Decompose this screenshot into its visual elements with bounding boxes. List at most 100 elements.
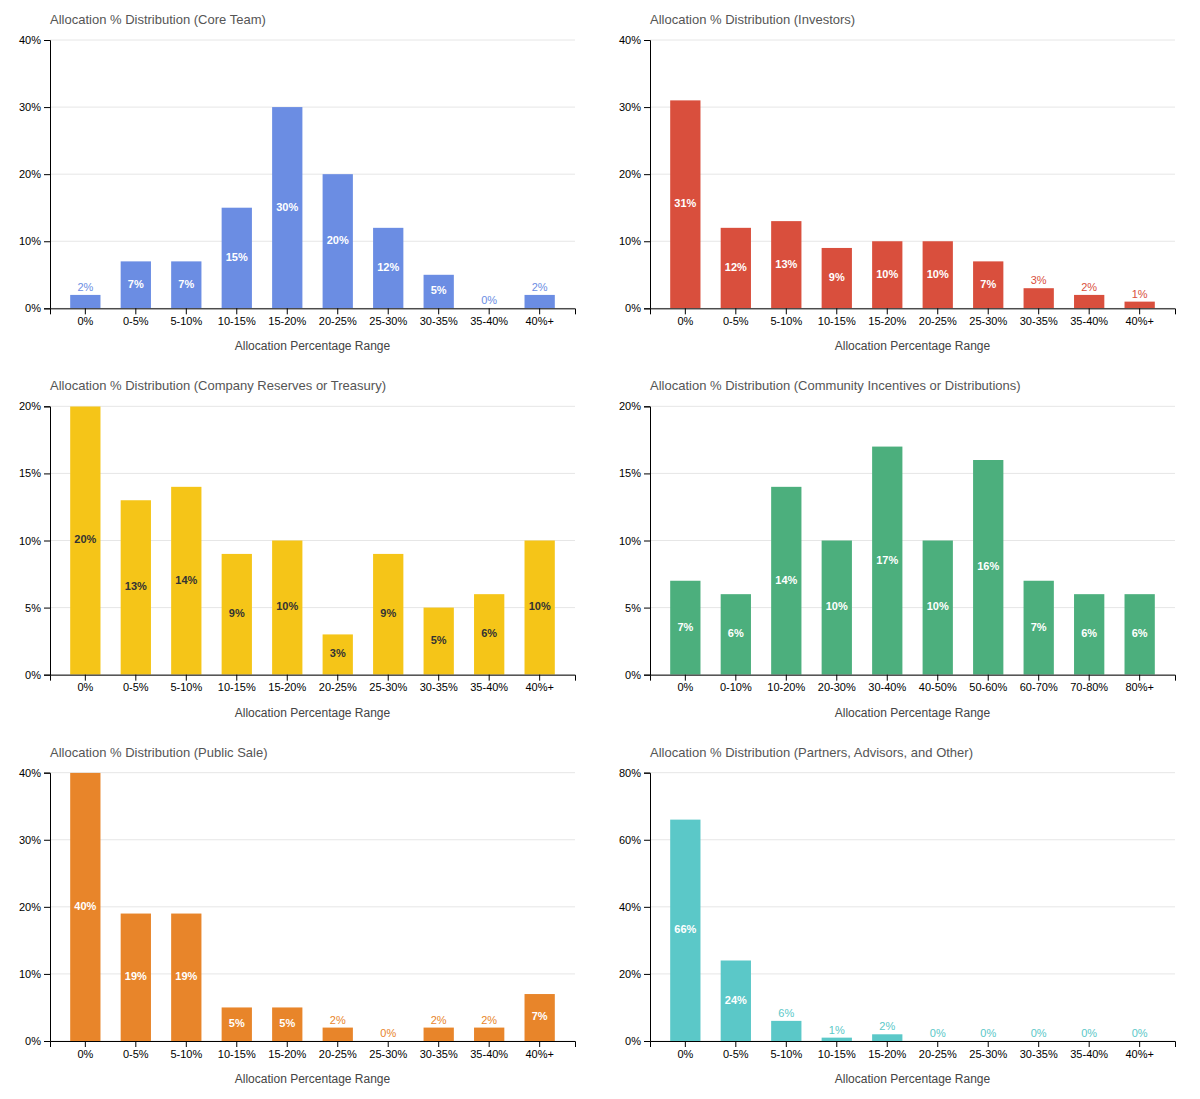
bar	[70, 773, 100, 1041]
x-tick-label: 50-60%	[969, 681, 1007, 693]
x-tick-mark	[988, 1041, 989, 1047]
bar	[272, 541, 302, 675]
x-tick-label: 0-10%	[720, 681, 752, 693]
bars	[670, 820, 902, 1041]
bar	[373, 228, 403, 308]
x-tick: 5-10%	[170, 1041, 202, 1060]
x-tick-label: 35-40%	[1070, 1048, 1108, 1060]
x-tick-label: 5-10%	[170, 1048, 202, 1060]
x-tick: 10-15%	[218, 308, 256, 327]
y-tick-mark	[644, 406, 650, 407]
x-tick: 5-10%	[770, 1041, 802, 1060]
bar	[222, 208, 252, 309]
y-tick-mark	[644, 308, 650, 309]
y-tick-label: 80%	[619, 767, 641, 779]
x-tick-label: 25-30%	[969, 1048, 1007, 1060]
y-tick: 20%	[619, 968, 650, 980]
data-label: 5%	[229, 1017, 245, 1029]
x-tick-mark	[438, 675, 439, 681]
y-tick: 15%	[19, 467, 50, 479]
data-label: 20%	[74, 533, 96, 545]
data-label: 6%	[728, 627, 744, 639]
x-axis-line	[51, 1042, 576, 1048]
x-tick-label: 30-35%	[1020, 315, 1058, 327]
y-axis: 0%10%20%30%40%	[19, 767, 51, 1047]
data-label: 1%	[829, 1024, 845, 1036]
data-label: 2%	[879, 1020, 895, 1032]
data-label: 6%	[1081, 627, 1097, 639]
x-tick: 0-5%	[123, 1041, 149, 1060]
bar	[323, 634, 353, 674]
x-tick: 15-20%	[868, 308, 906, 327]
x-tick: 15-20%	[268, 1041, 306, 1060]
bar	[1125, 594, 1155, 674]
y-axis-line	[644, 41, 651, 309]
x-tick-mark	[287, 308, 288, 314]
x-tick: 40%+	[525, 675, 553, 694]
y-tick: 30%	[19, 101, 50, 113]
y-axis-line	[44, 773, 51, 1041]
y-tick-mark	[644, 107, 650, 108]
x-tick-mark	[388, 675, 389, 681]
y-axis-line	[644, 773, 651, 1041]
y-tick-label: 30%	[19, 834, 41, 846]
x-tick-mark	[337, 308, 338, 314]
x-tick-mark	[1089, 308, 1090, 314]
x-tick-mark	[1089, 675, 1090, 681]
x-tick-mark	[236, 308, 237, 314]
bar	[1074, 1041, 1104, 1042]
y-tick-label: 0%	[25, 302, 41, 314]
x-tick-mark	[539, 1041, 540, 1047]
x-tick: 15-20%	[868, 1041, 906, 1060]
chart-title: Allocation % Distribution (Public Sale)	[50, 745, 267, 760]
y-tick-label: 10%	[19, 235, 41, 247]
chart-title: Allocation % Distribution (Investors)	[650, 12, 855, 27]
x-tick-label: 25-30%	[369, 315, 407, 327]
grid	[50, 40, 575, 308]
x-tick-label: 40%+	[525, 1048, 553, 1060]
y-tick-mark	[44, 174, 50, 175]
y-tick-mark	[644, 675, 650, 676]
data-label: 13%	[775, 258, 797, 270]
data-labels: 40%19%19%5%5%2%0%2%2%7%	[74, 900, 548, 1039]
x-tick-mark	[735, 1041, 736, 1047]
bar	[323, 174, 353, 308]
x-tick: 70-80%	[1070, 675, 1108, 694]
x-tick-mark	[438, 1041, 439, 1047]
x-tick-mark	[186, 1041, 187, 1047]
x-tick: 40%+	[1125, 1041, 1153, 1060]
bar	[474, 1028, 504, 1041]
bars	[70, 773, 555, 1041]
x-tick-label: 30-35%	[1020, 1048, 1058, 1060]
x-tick-label: 0-5%	[723, 1048, 749, 1060]
y-tick: 80%	[619, 767, 650, 779]
x-tick-label: 5-10%	[170, 315, 202, 327]
data-label: 3%	[1031, 274, 1047, 286]
data-label: 19%	[175, 970, 197, 982]
grid-line	[650, 40, 1175, 41]
x-axis-line	[51, 675, 576, 681]
bar	[323, 1028, 353, 1041]
bar	[771, 221, 801, 308]
bar	[670, 100, 700, 308]
x-tick-label: 70-80%	[1070, 681, 1108, 693]
y-tick-label: 10%	[19, 968, 41, 980]
grid	[650, 406, 1175, 674]
grid-line	[50, 406, 575, 407]
x-axis-line	[651, 309, 1176, 315]
x-tick-label: 35-40%	[470, 315, 508, 327]
x-tick-mark	[786, 308, 787, 314]
x-tick-mark	[85, 675, 86, 681]
x-tick: 30-40%	[868, 675, 906, 694]
x-tick-mark	[135, 308, 136, 314]
x-tick-mark	[388, 308, 389, 314]
x-tick-mark	[937, 1041, 938, 1047]
data-label: 7%	[980, 278, 996, 290]
bar	[424, 275, 454, 309]
bar	[424, 1028, 454, 1041]
x-tick-mark	[489, 675, 490, 681]
x-tick-mark	[685, 308, 686, 314]
data-label: 17%	[876, 554, 898, 566]
data-label: 0%	[481, 294, 497, 306]
y-tick: 30%	[619, 101, 650, 113]
